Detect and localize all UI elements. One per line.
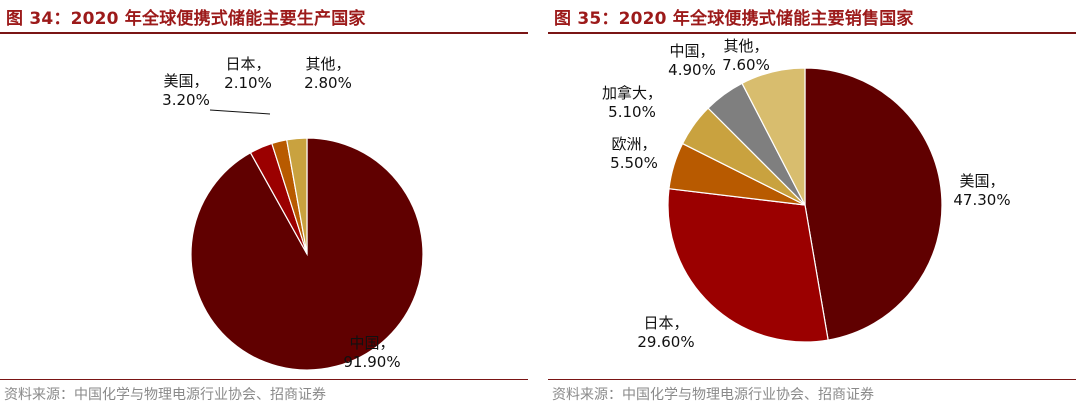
slice-label-name: 中国， bbox=[669, 42, 714, 60]
title-divider bbox=[548, 32, 1076, 34]
slice-label-value: 2.10% bbox=[224, 74, 272, 92]
source-divider bbox=[548, 379, 1076, 380]
source-note: 资料来源：中国化学与物理电源行业协会、招商证券 bbox=[552, 387, 874, 403]
slice-label-value: 91.90% bbox=[343, 353, 400, 371]
slice-label-name: 加拿大， bbox=[602, 84, 662, 102]
pie-chart-sales: 美国，47.30% 日本，29.60% 欧洲，5.50% 加拿大，5.10% 中国，4.… bbox=[602, 37, 1011, 351]
slice-label-name: 其他， bbox=[723, 37, 768, 55]
slice-label-name: 日本， bbox=[643, 314, 688, 332]
chart-title: 图 35：2020 年全球便携式储能主要销售国家 bbox=[554, 9, 914, 29]
pie-slice-slice-1 bbox=[667, 188, 829, 343]
pie-chart-production: 中国，91.90% 美国，3.20% 日本，2.10% 其他，2.80% bbox=[162, 55, 424, 371]
pie-slice-slice-5 bbox=[741, 67, 806, 206]
chart-panel-production: 图 34：2020 年全球便携式储能主要生产国家 中国， 91.90% 美国， 3.2… bbox=[0, 0, 528, 416]
slice-label-value: 5.50% bbox=[610, 154, 658, 172]
slice-label-value: 7.60% bbox=[722, 56, 770, 74]
chart-title: 图 34：2020 年全球便携式储能主要生产国家 bbox=[6, 9, 366, 29]
slice-label-name: 欧洲， bbox=[611, 135, 656, 153]
slice-label-name: 美国， bbox=[163, 72, 208, 90]
source-divider bbox=[0, 379, 528, 380]
label-leader-line bbox=[209, 109, 271, 115]
chart-panel-sales: 图 35：2020 年全球便携式储能主要销售国家 美国， 47.30% 日本， 29.… bbox=[548, 0, 1076, 416]
slice-label-name: 美国， bbox=[959, 172, 1004, 190]
slice-label-value: 5.10% bbox=[608, 103, 656, 121]
slice-label-value: 2.80% bbox=[304, 74, 352, 92]
slice-label-value: 3.20% bbox=[162, 91, 210, 109]
source-note: 资料来源：中国化学与物理电源行业协会、招商证券 bbox=[4, 387, 326, 403]
slice-label-value: 29.60% bbox=[637, 333, 694, 351]
slice-label-name: 中国， bbox=[349, 334, 394, 352]
pie-slice-slice-3 bbox=[286, 137, 308, 255]
slice-label-value: 47.30% bbox=[953, 191, 1010, 209]
pie-slice-slice-0 bbox=[804, 67, 943, 341]
slice-label-name: 日本， bbox=[225, 55, 270, 73]
title-divider bbox=[0, 32, 528, 34]
slice-label-value: 4.90% bbox=[668, 61, 716, 79]
slice-label-name: 其他， bbox=[305, 55, 350, 73]
